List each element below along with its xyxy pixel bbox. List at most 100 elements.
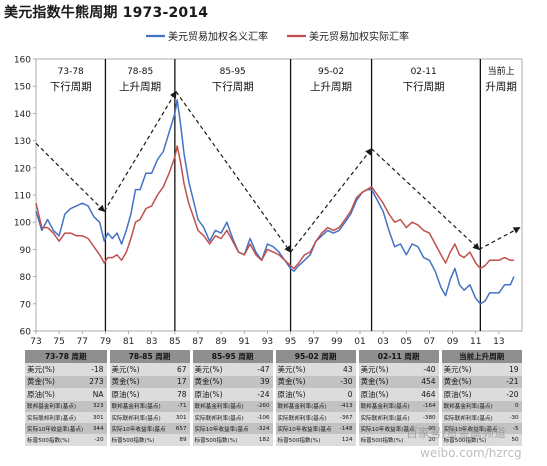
x-axis: 73 75 77 79 81 83 85 87 89 91 93 95 97 99 01 03 05 07 09 11…: [30, 331, 505, 347]
y-tick-label: 150: [14, 83, 31, 93]
x-tick-label: 01: [354, 337, 365, 347]
period-trend-label: 升周期: [485, 81, 517, 93]
metric-label: 黄金(%): [274, 375, 333, 389]
metric-label: 实际联邦利率(基点): [274, 411, 333, 424]
trend-arrow: [478, 227, 521, 250]
metric-value: 39: [249, 375, 276, 389]
metric-label: 标普500指数(%): [440, 434, 499, 446]
metric-value: -21: [498, 375, 525, 389]
metric-label: 黄金(%): [357, 375, 416, 389]
legend-label-real: 美元贸易加权实际汇率: [309, 30, 409, 43]
table-row: 黄金(%) 273 黄金(%) 17 黄金(%) 39 黄金(%) -30 黄金(%) 454 黄金…: [25, 375, 525, 389]
period-range-label: 95-02: [318, 67, 344, 77]
metric-label: 实际10年收益率(基点): [440, 423, 499, 435]
x-tick-label: 77: [77, 337, 88, 347]
metric-label: 标普500指数(%): [191, 434, 250, 446]
x-tick-label: 83: [146, 337, 157, 347]
trend-arrows: [35, 90, 521, 253]
metric-label: 原油(%): [191, 388, 250, 401]
metric-value: -20: [498, 388, 525, 401]
x-tick-label: 75: [53, 337, 64, 347]
metric-value: 323: [83, 400, 110, 412]
period-range-label: 85-95: [220, 67, 246, 77]
y-tick-label: 110: [14, 192, 31, 202]
x-tick-label: 89: [215, 337, 227, 347]
metric-label: 实际联邦利率(基点): [25, 411, 83, 424]
metric-value: -148: [332, 423, 359, 435]
metric-value: 20: [415, 434, 442, 446]
metric-label: 标普500指数(%): [25, 434, 83, 446]
y-tick-label: 60: [20, 328, 32, 338]
period-range-label: 02-11: [411, 67, 437, 77]
metric-value: -40: [415, 363, 442, 376]
metric-label: 原油(%): [440, 388, 499, 401]
y-tick-label: 160: [14, 56, 31, 66]
watermark-logo-text: 百家号/贵金属频道: [406, 426, 507, 440]
period-trend-label: 上升周期: [310, 81, 352, 93]
table-row: 标普500指数(%) -20 标普500指数(%) 89 标普500指数(%) 182 标普…: [25, 434, 525, 446]
table-row: 实际10年收益率(基点) 344 实际10年收益率(基点) 657 实际10年收益率(基…: [25, 423, 525, 435]
metric-label: 美元(%): [440, 363, 499, 376]
metric-value: -30: [498, 411, 525, 424]
metric-value: -413: [332, 400, 359, 412]
x-tick-label: 81: [123, 337, 134, 347]
x-tick-label: 13: [493, 337, 504, 347]
x-tick-label: 99: [331, 337, 343, 347]
metric-value: 454: [415, 375, 442, 389]
metric-label: 美元(%): [108, 363, 167, 376]
metric-label: 实际联邦利率(基点): [357, 411, 416, 424]
metric-value: -5: [498, 423, 525, 435]
x-tick-label: 85: [169, 337, 180, 347]
table-header-cell: 73-78 周期: [25, 350, 110, 363]
metric-label: 实际联邦利率(基点): [440, 411, 499, 424]
metric-label: 美元(%): [191, 363, 250, 376]
period-trend-label: 上升周期: [119, 81, 161, 93]
metric-label: 美元(%): [25, 363, 83, 376]
y-tick-label: 80: [20, 273, 32, 283]
plot-area: [35, 58, 523, 332]
metric-value: 89: [166, 434, 193, 446]
trend-arrow: [371, 148, 480, 251]
metric-label: 黄金(%): [25, 375, 83, 389]
metric-value: -324: [249, 423, 276, 435]
metric-label: 联邦基金利率(基点): [191, 400, 250, 412]
metric-value: -30: [332, 375, 359, 389]
metric-value: -164: [415, 400, 442, 412]
metric-value: -95: [415, 423, 442, 435]
metric-label: 黄金(%): [108, 375, 167, 389]
metric-value: 182: [249, 434, 276, 446]
table-header-cell: 78-85 周期: [108, 350, 193, 363]
trend-arrow: [175, 91, 292, 253]
metric-value: -367: [332, 411, 359, 424]
period-labels: 73-78 下行周期 78-85 上升周期 85-95 下行周期 95-02 上升周期 02-1…: [50, 65, 517, 93]
metric-label: 实际10年收益率(基点): [357, 423, 416, 435]
metric-value: 124: [332, 434, 359, 446]
x-tick-label: 03: [377, 337, 388, 347]
metric-value: 19: [498, 363, 525, 376]
metric-value: 50: [498, 434, 525, 446]
legend-label-nominal: 美元贸易加权名义汇率: [168, 30, 268, 43]
metric-value: 0: [332, 388, 359, 401]
table-row: 原油(%) NA 原油(%) 78 原油(%) -24 原油(%) 0 原油(%) 464 原油(%…: [25, 388, 525, 401]
x-tick-label: 95: [285, 337, 296, 347]
metric-label: 标普500指数(%): [357, 434, 416, 446]
period-range-label: 73-78: [58, 67, 84, 77]
metric-value: 301: [166, 411, 193, 424]
metric-label: 美元(%): [274, 363, 333, 376]
metric-label: 原油(%): [274, 388, 333, 401]
metric-label: 原油(%): [357, 388, 416, 401]
metric-label: 联邦基金利率(基点): [440, 400, 499, 412]
period-range-label: 当前上: [488, 65, 515, 77]
x-tick-label: 05: [401, 337, 412, 347]
metric-value: 67: [166, 363, 193, 376]
metric-value: -47: [249, 363, 276, 376]
table-row: 美元(%) -18 美元(%) 67 美元(%) -47 美元(%) 43 美元(%) -40 美元…: [25, 363, 525, 376]
period-range-label: 78-85: [127, 67, 153, 77]
stats-table: 73-78 周期 78-85 周期 85-95 周期 95-02 周期 02-11 周期…: [25, 350, 525, 446]
metric-label: 联邦基金利率(基点): [25, 400, 83, 412]
metric-value: 657: [166, 423, 193, 435]
metric-value: -24: [249, 388, 276, 401]
period-trend-label: 下行周期: [50, 80, 92, 93]
y-tick-label: 120: [14, 164, 31, 174]
metric-label: 原油(%): [25, 388, 83, 401]
